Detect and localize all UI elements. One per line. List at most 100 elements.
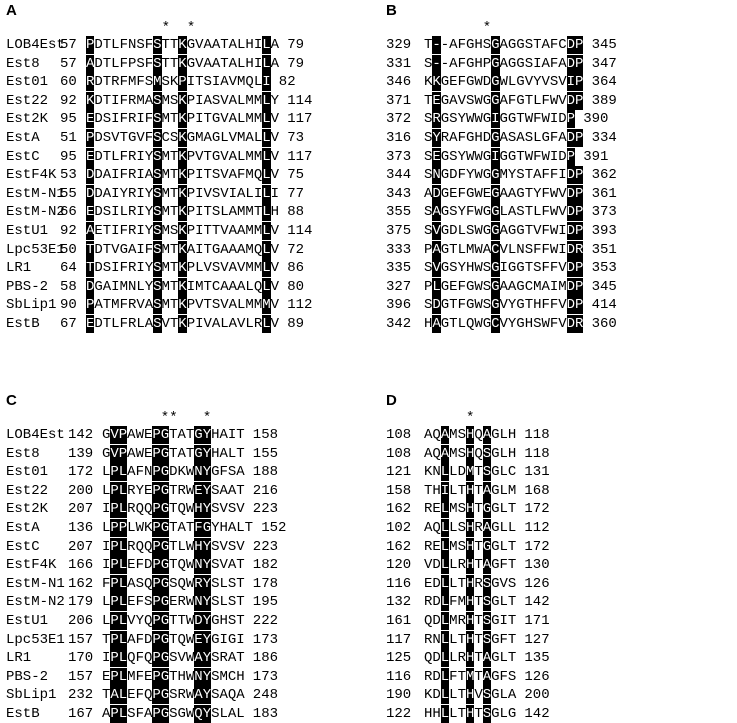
conserved-residue: P (152, 574, 161, 593)
conserved-residue: P (575, 203, 584, 222)
residue: S (169, 687, 178, 704)
sequence-residues: IPLQFQPGSVWAYSRAT (102, 649, 245, 668)
conserved-residue: P (575, 73, 584, 92)
residue: V (270, 278, 279, 295)
residue: I (111, 167, 120, 184)
alignment-row: Est01 172 LPLAFNPGDKWNYGFSA 188 (0, 463, 380, 482)
alignment-row: 335 SVGSYHWSGIGGTSFFVDP 353 (380, 259, 737, 278)
residue: I (549, 111, 559, 128)
panel-b: B * 329 T--AFGHSGAGGSTAFCDP 345 331 S--AFGHPG… (380, 0, 737, 360)
residue: D (143, 557, 153, 574)
conserved-residue: P (110, 537, 119, 556)
residue: A (245, 130, 254, 146)
conserved-residue: K (432, 73, 441, 92)
alignment-row: 162 RELMSHTGGLT 172 (380, 537, 737, 556)
residue: V (219, 538, 228, 555)
residue: P (127, 55, 137, 72)
start-position: 331 (386, 55, 412, 72)
conserved-residue: G (160, 500, 170, 519)
residue: S (136, 55, 145, 72)
sequence-residues: RDLFMHTSGLT (424, 593, 516, 612)
sequence-residues: EDSIFRIFSMTKPITGVALMMLV (86, 110, 279, 129)
residue: W (499, 74, 508, 91)
conserved-residue: P (110, 519, 119, 537)
residue: V (270, 111, 279, 128)
residue: M (161, 167, 170, 184)
start-position: 142 (68, 427, 94, 443)
sequence-name: EstA (6, 520, 40, 536)
residue: I (102, 501, 111, 518)
conserved-residue: N (194, 463, 203, 482)
conserved-residue: K (178, 259, 187, 278)
residue: T (457, 575, 466, 592)
residue: M (245, 92, 254, 109)
residue: S (449, 148, 458, 165)
residue: T (169, 111, 179, 128)
residue: G (507, 223, 517, 239)
residue: I (549, 278, 559, 295)
residue: T (524, 297, 534, 314)
residue: A (211, 37, 221, 53)
alignment-row: 121 KNLLDMTSGLC 131 (380, 463, 737, 482)
residue: I (186, 278, 196, 295)
residue: I (111, 278, 120, 295)
residue: F (135, 594, 144, 611)
residue: D (432, 687, 441, 704)
residue: L (237, 37, 246, 53)
residue: T (474, 668, 483, 685)
residue: S (465, 223, 475, 239)
residue: H (177, 668, 186, 685)
end-position: 345 (591, 37, 617, 53)
start-position: 90 (60, 297, 77, 314)
sequence-name: Est2K (6, 111, 49, 128)
residue: L (449, 520, 458, 536)
conserved-residue: G (491, 222, 500, 240)
end-position: 186 (252, 650, 279, 667)
conserved-residue: K (178, 129, 187, 147)
alignment-row: 373 SEGSYWWGIGGTWFWIDP 391 (380, 147, 737, 166)
alignment-row: PBS-2 157 EPLMFEPGTHWNYSMCH 173 (0, 667, 380, 686)
sequence-name: EstM-N2 (6, 204, 65, 221)
residue: T (474, 538, 483, 555)
residue: I (195, 204, 204, 221)
residue: T (161, 37, 170, 53)
residue: Y (507, 316, 517, 332)
residue: S (211, 260, 221, 277)
residue: G (465, 185, 475, 202)
conserved-residue: P (566, 110, 576, 129)
residue: M (449, 445, 458, 462)
residue: Q (253, 278, 263, 295)
sequence-residues: LPLAFNPGDKWNYGFSA (102, 463, 245, 482)
residue: I (136, 204, 145, 221)
residue: V (558, 297, 567, 314)
conserved-residue: Y (202, 444, 212, 463)
alignment-row: 120 VDLLRHTAGFT 130 (380, 556, 737, 575)
residue: H (211, 445, 220, 462)
conserved-residue: G (160, 556, 170, 575)
residue: V (220, 111, 229, 128)
residue: M (465, 241, 475, 258)
residue: I (111, 92, 120, 109)
residue: A (558, 130, 567, 146)
residue: F (135, 631, 144, 648)
conserved-residue: G (491, 277, 500, 296)
conserved-residue: L (440, 630, 450, 649)
residue: F (457, 130, 466, 146)
residue: T (177, 613, 186, 629)
residue: M (253, 148, 263, 165)
residue: G (211, 631, 220, 648)
residue: A (424, 520, 433, 536)
start-position: 344 (386, 167, 412, 184)
conserved-residue: C (491, 240, 500, 259)
residue: T (236, 613, 245, 629)
residue: L (219, 575, 228, 592)
start-position: 329 (386, 37, 412, 53)
conserved-residue: S (153, 203, 162, 222)
end-position: 360 (591, 316, 617, 332)
residue: Y (507, 167, 517, 184)
residue: S (227, 594, 237, 611)
residue: V (236, 501, 245, 518)
residue: A (270, 37, 279, 53)
conserved-residue: P (118, 519, 128, 537)
end-position: 114 (287, 92, 313, 109)
